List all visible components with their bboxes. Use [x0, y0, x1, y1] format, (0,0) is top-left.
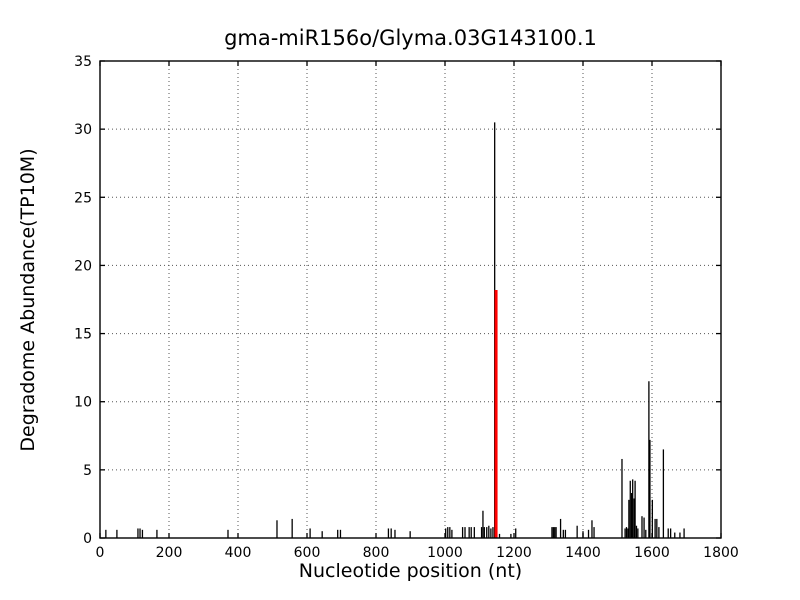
x-tick-label: 1800 — [703, 545, 739, 561]
x-tick-label: 400 — [225, 545, 252, 561]
axes-frame — [99, 60, 722, 539]
y-tick-label: 20 — [74, 258, 92, 274]
y-tick-label: 0 — [83, 531, 92, 547]
x-tick-label: 800 — [363, 545, 390, 561]
x-tick-label: 1200 — [496, 545, 532, 561]
y-tick-label: 5 — [83, 463, 92, 479]
y-tick-label: 10 — [74, 395, 92, 411]
x-tick-label: 0 — [96, 545, 105, 561]
x-tick-label: 1000 — [427, 545, 463, 561]
y-tick-label: 30 — [74, 122, 92, 138]
x-tick-label: 200 — [156, 545, 183, 561]
chart-title: gma-miR156o/Glyma.03G143100.1 — [224, 26, 597, 50]
y-tick-label: 15 — [74, 327, 92, 343]
x-tick-label: 600 — [294, 545, 321, 561]
y-tick-label: 25 — [74, 190, 92, 206]
x-tick-label: 1600 — [634, 545, 670, 561]
y-tick-label: 35 — [74, 54, 92, 70]
x-tick-label: 1400 — [565, 545, 601, 561]
x-axis-label: Nucleotide position (nt) — [298, 560, 523, 582]
